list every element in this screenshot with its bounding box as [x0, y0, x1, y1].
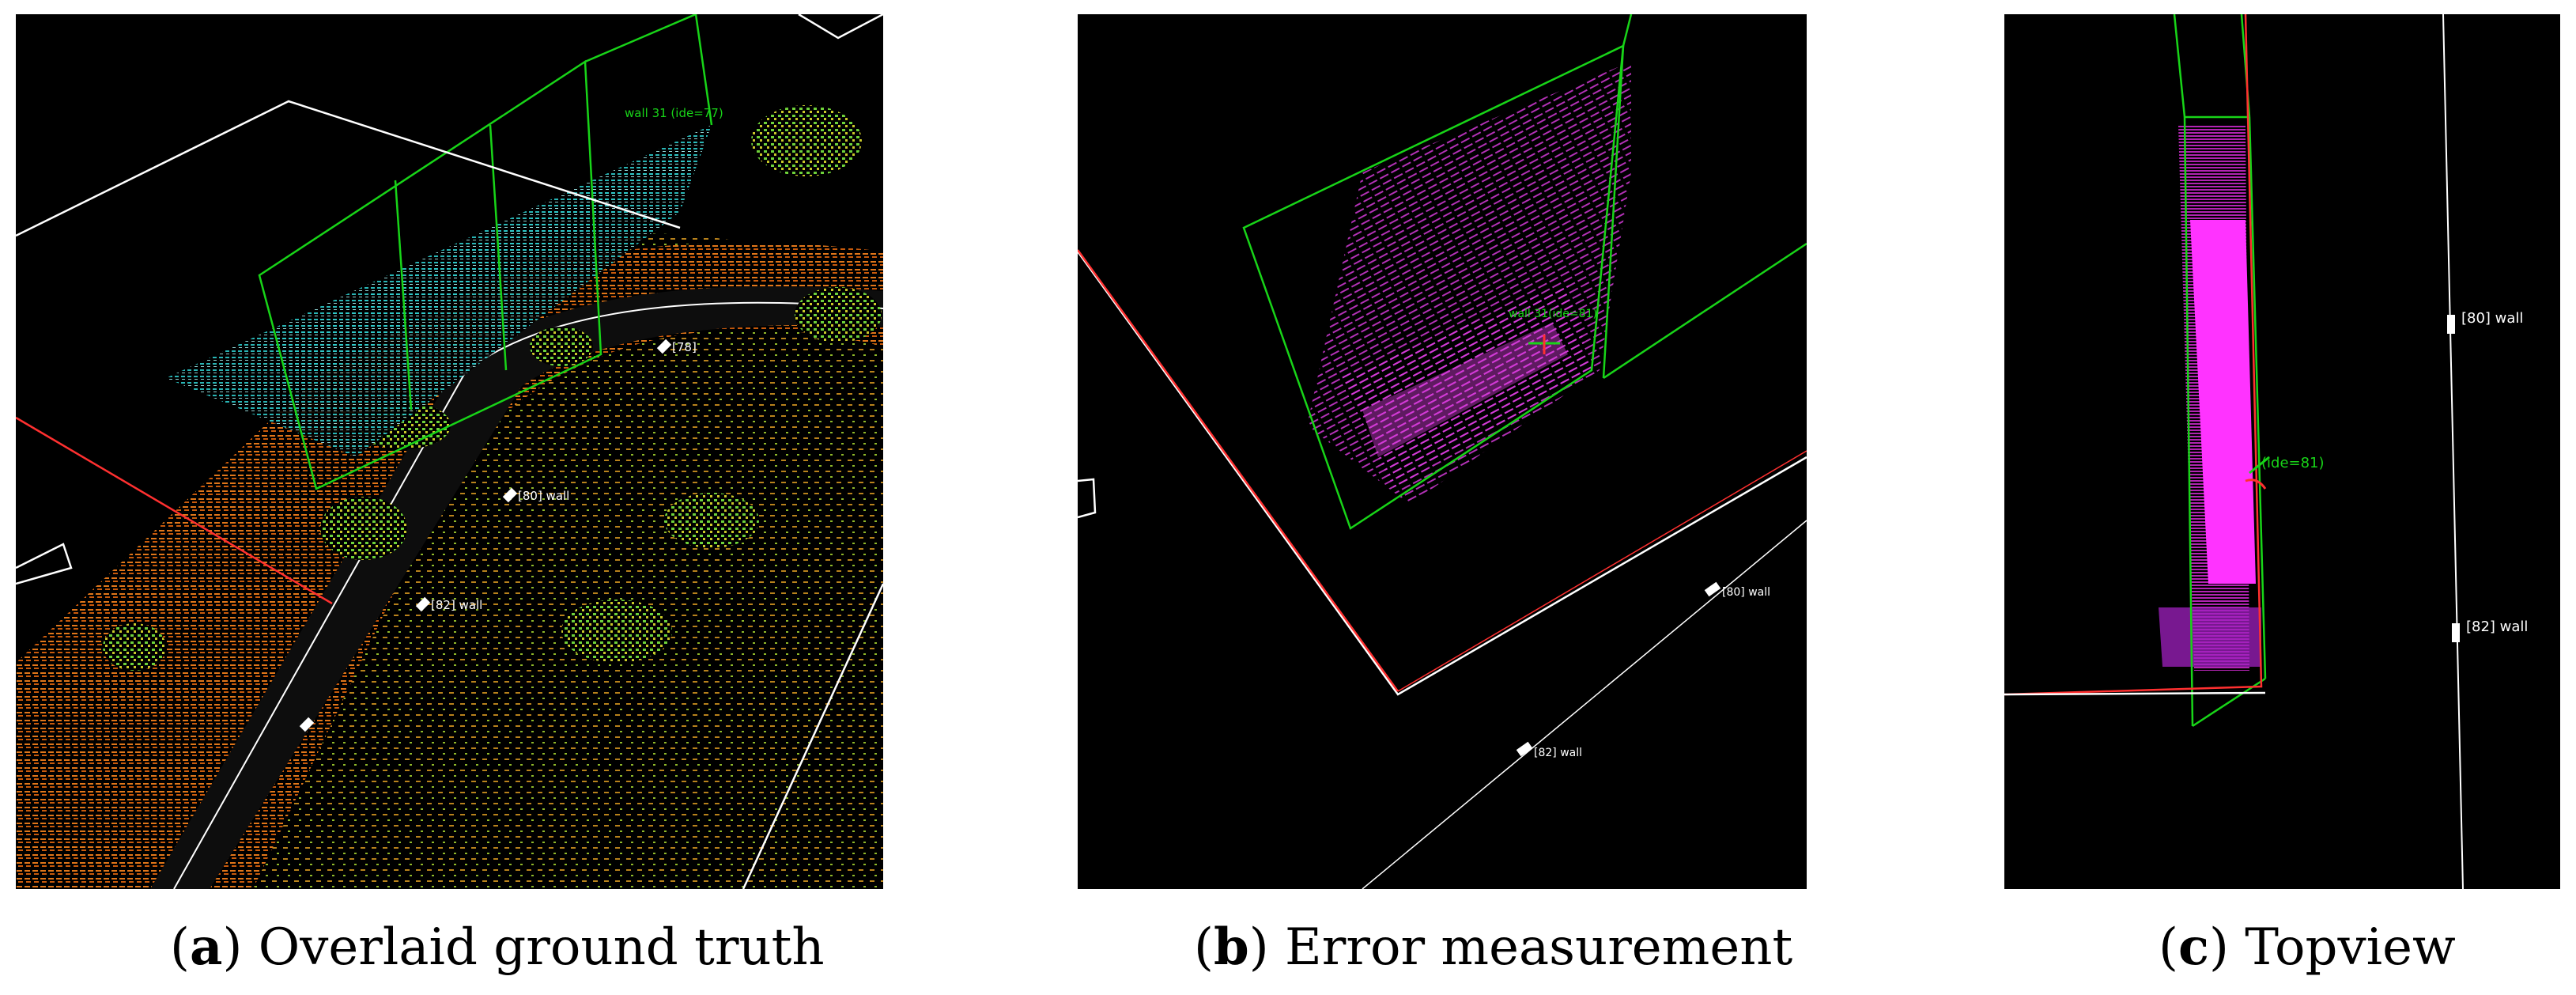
wall-markers — [2447, 315, 2460, 642]
ground-truth-outline — [1078, 249, 1807, 889]
wall-label: wall 31 (ide=77) — [625, 106, 723, 120]
marker-label: [80] wall — [1722, 586, 1770, 599]
marker-label: [82] wall — [2466, 619, 2528, 635]
marker-label: [82] wall — [1534, 747, 1582, 759]
wall-label: (ide=81) — [2261, 455, 2325, 471]
overlaid-ground-truth-image: wall 31 (ide=77) [78] [80] wall [82] wal… — [16, 14, 883, 889]
marker-label: [78] — [672, 340, 697, 354]
marker-label: [80] wall — [2461, 310, 2523, 327]
error-cross-icon — [2245, 456, 2270, 490]
topview-image: (ide=81) [80] wall [82] wall — [2004, 14, 2560, 889]
wall-point-cloud — [166, 125, 712, 457]
marker-label: [82] wall — [431, 598, 482, 612]
error-measurement-image: wall 31(ide=81) [80] wall [82] wall — [1078, 14, 1807, 889]
ground-truth-outline — [16, 14, 883, 889]
wall-label: wall 31(ide=81) — [1509, 308, 1597, 320]
wall-point-cloud — [2159, 125, 2261, 671]
wall-markers — [299, 339, 672, 732]
wall-markers — [1516, 581, 1721, 757]
caption-b: (b) Error measurement — [1194, 917, 1793, 977]
wall-bounding-box — [258, 14, 713, 490]
caption-a: (a) Overlaid ground truth — [170, 917, 825, 977]
wall-point-cloud — [1307, 62, 1631, 505]
caption-c: (c) Topview — [2159, 917, 2456, 977]
wall-bounding-box — [1242, 14, 1807, 530]
ground-truth-outline — [2004, 14, 2464, 889]
error-cross-icon — [1528, 335, 1560, 354]
marker-label: [80] wall — [518, 489, 569, 503]
